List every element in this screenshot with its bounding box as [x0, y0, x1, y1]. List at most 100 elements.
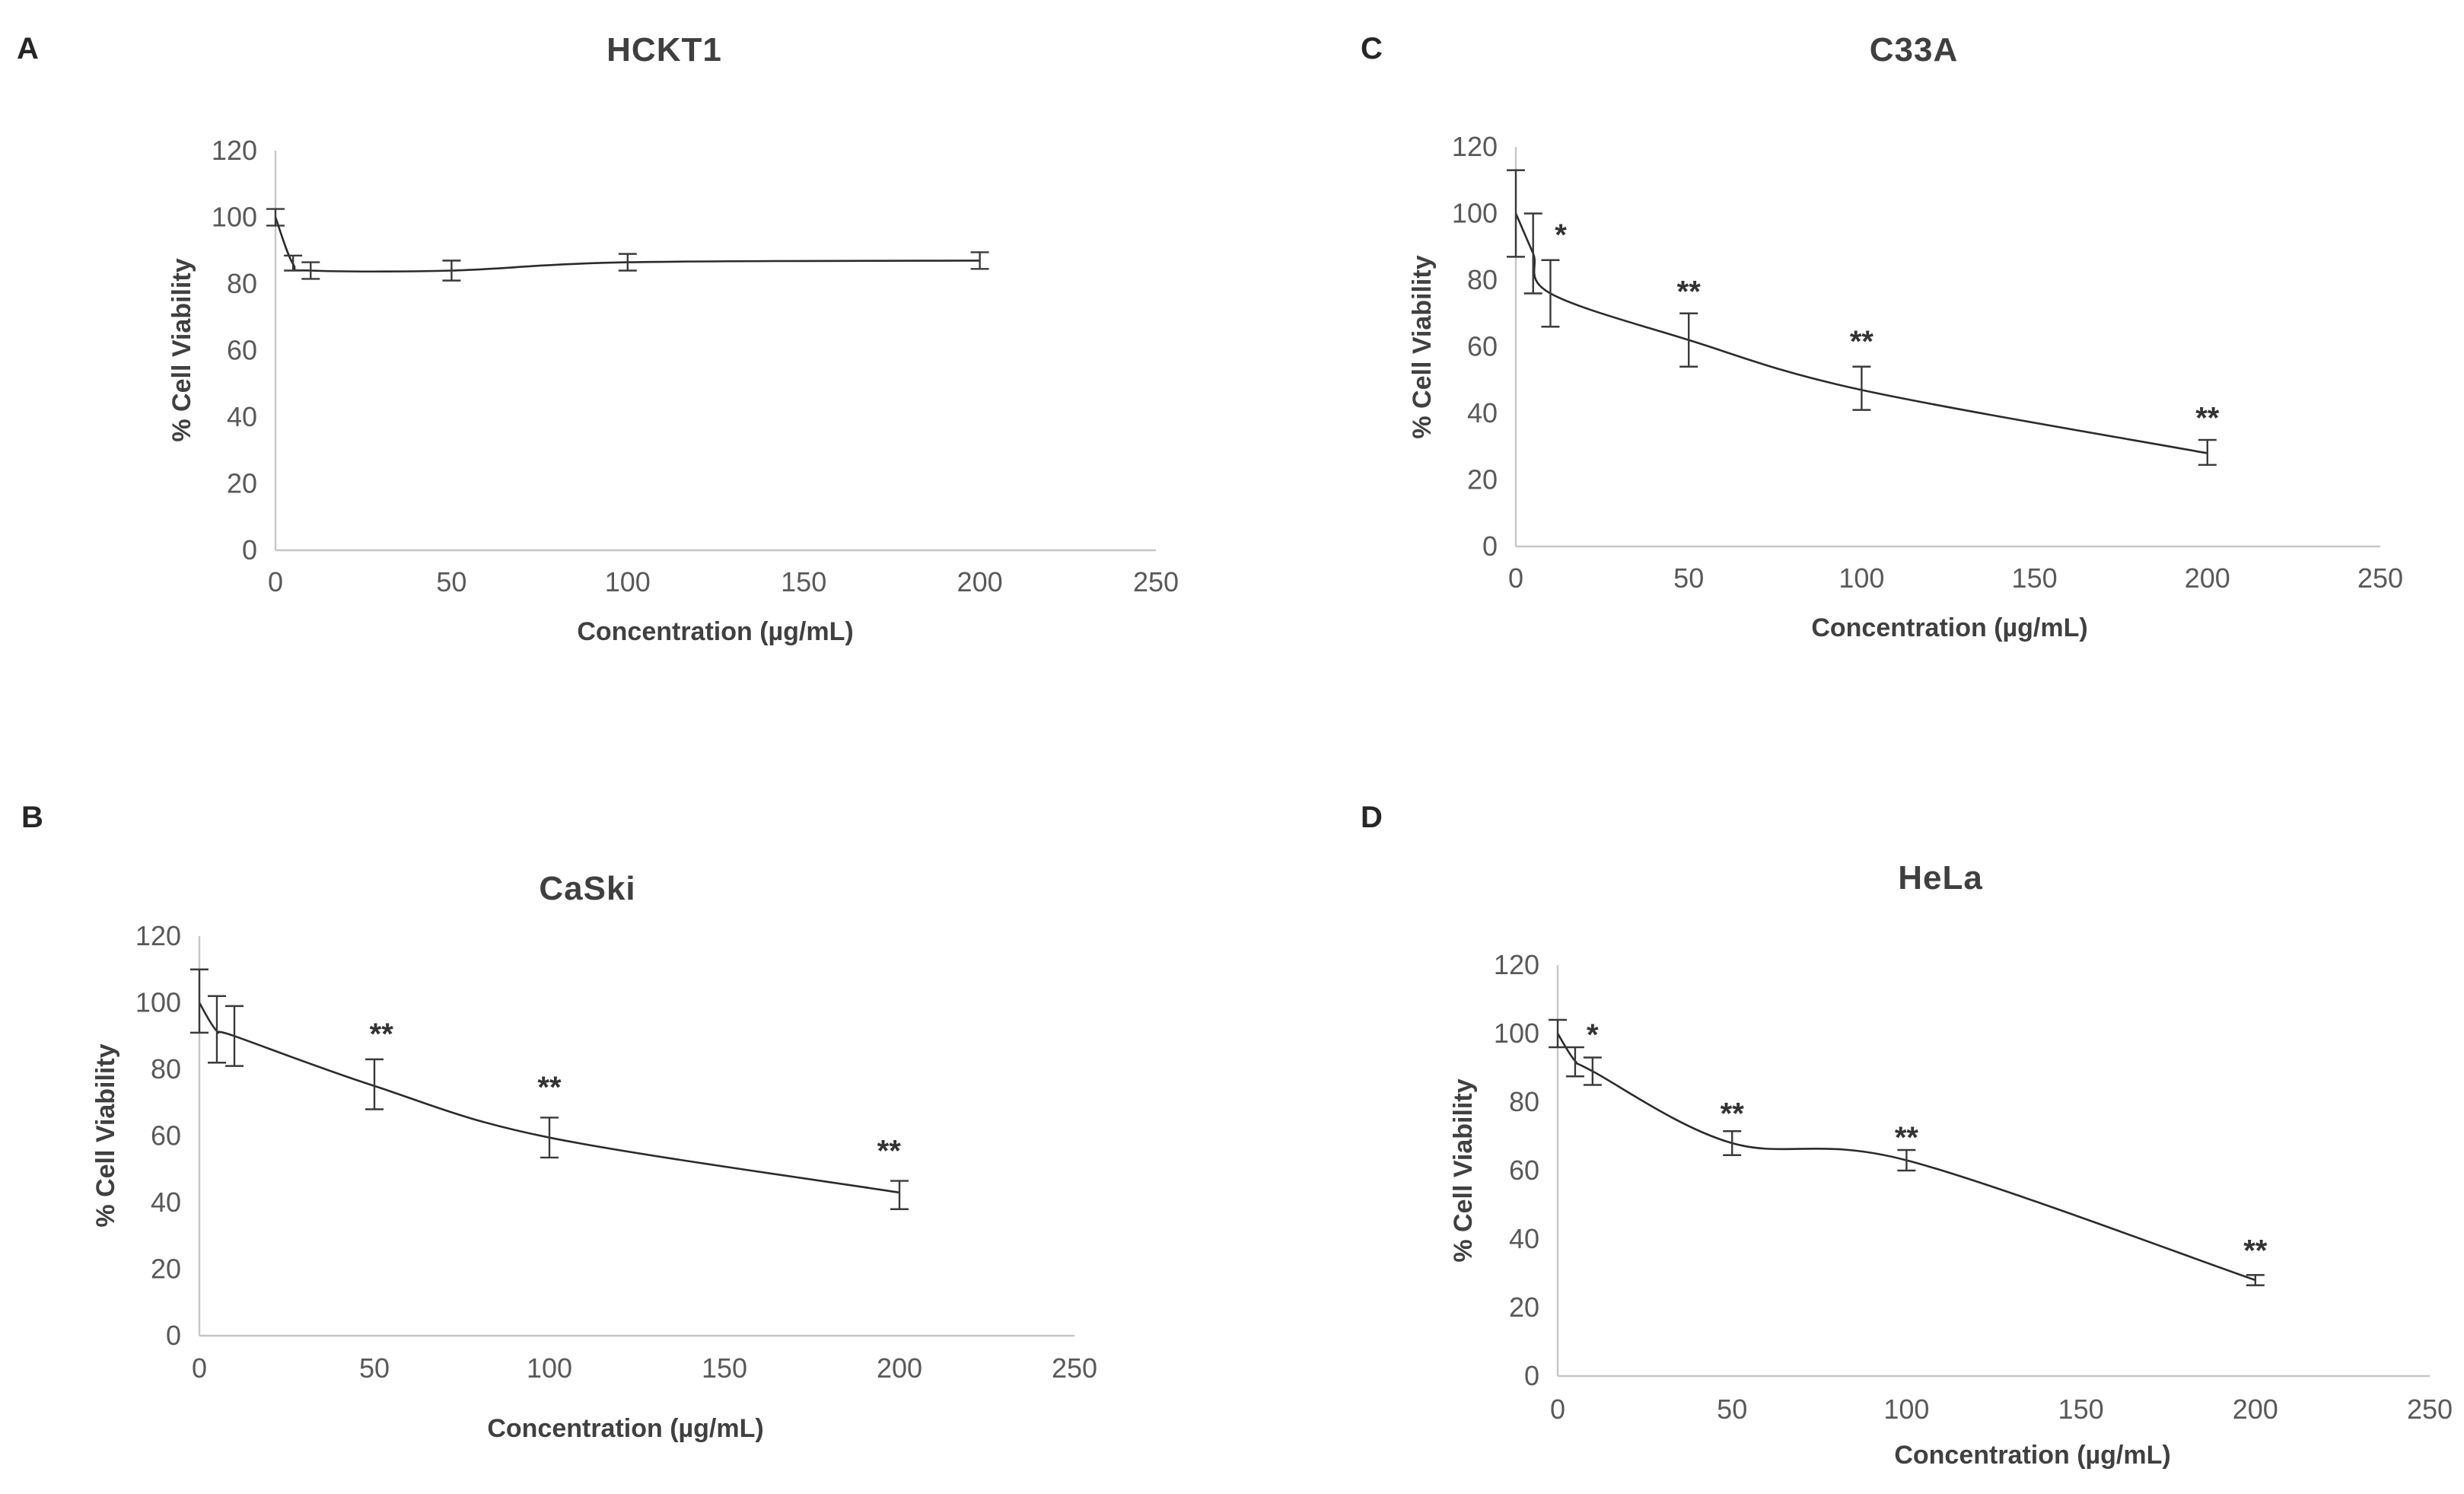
- error-bar: [2198, 438, 2217, 467]
- x-tick-label: 100: [527, 1352, 572, 1384]
- x-tick-label: 0: [1550, 1394, 1565, 1425]
- panel-d: D HeLa Concentration (µg/mL) % Cell Viab…: [1361, 801, 2453, 1470]
- series-line: [274, 217, 980, 273]
- x-tick-label: 200: [877, 1352, 922, 1384]
- chart-title-caski: CaSki: [539, 870, 635, 907]
- y-tick-label: 20: [151, 1253, 181, 1285]
- error-bar: [301, 261, 320, 280]
- error-bar: [1507, 169, 1525, 258]
- significance-marker: **: [1721, 1097, 1745, 1131]
- error-bar: [1852, 365, 1871, 411]
- y-axis-title-a: % Cell Viability: [167, 258, 196, 441]
- error-bar: [540, 1117, 559, 1159]
- x-tick-label: 0: [268, 566, 283, 597]
- x-tick-label: 250: [1052, 1352, 1097, 1384]
- x-tick-label: 250: [2407, 1394, 2453, 1425]
- series-line: [1514, 212, 2208, 454]
- plot-area-a: 0 20 40 60 80 100 120 0 50 100 150 200 250: [212, 135, 1179, 597]
- x-axis-title-b: Concentration (µg/mL): [487, 1414, 763, 1443]
- x-tick-label: 150: [702, 1352, 747, 1384]
- y-tick-label: 20: [1509, 1292, 1539, 1323]
- y-tick-label: 60: [227, 335, 257, 366]
- y-tick-label: 40: [1467, 397, 1498, 428]
- y-tick-label: 120: [135, 920, 181, 951]
- y-tick-label: 0: [1482, 530, 1498, 562]
- x-tick-label: 250: [1133, 566, 1179, 597]
- error-bar: [208, 995, 226, 1064]
- error-bar: [1541, 259, 1560, 328]
- y-tick-label: 0: [1524, 1360, 1539, 1391]
- panel-b: B CaSki Concentration (µg/mL) % Cell Via…: [21, 801, 1097, 1443]
- y-axis-title-c: % Cell Viability: [1408, 255, 1437, 438]
- y-tick-label: 120: [212, 135, 257, 166]
- significance-marker: **: [1677, 275, 1702, 308]
- series-line: [1556, 1033, 2256, 1282]
- x-tick-label: 250: [2357, 562, 2403, 594]
- y-tick-label: 80: [151, 1053, 181, 1085]
- significance-marker: **: [1895, 1121, 1919, 1155]
- chart-title-hckt1: HCKT1: [606, 31, 722, 68]
- y-tick-label: 120: [1452, 131, 1498, 162]
- error-bar: [1549, 1018, 1567, 1049]
- significance-marker: *: [1587, 1018, 1599, 1052]
- y-tick-label: 60: [151, 1120, 181, 1152]
- x-axis-title-d: Concentration (µg/mL): [1894, 1441, 2170, 1470]
- error-bar: [365, 1058, 384, 1110]
- panel-letter-a: A: [17, 32, 39, 65]
- y-tick-label: 60: [1467, 331, 1498, 362]
- y-tick-label: 40: [227, 401, 257, 432]
- error-bar: [190, 968, 209, 1034]
- x-tick-label: 100: [1838, 562, 1884, 594]
- panel-c: C C33A Concentration (µg/mL) % Cell Viab…: [1361, 31, 2403, 642]
- chart-title-hela: HeLa: [1898, 859, 1983, 897]
- y-tick-label: 100: [1494, 1018, 1539, 1049]
- panel-a: A HCKT1 Concentration (µg/mL) % Cell Via…: [17, 31, 1179, 646]
- x-tick-label: 0: [1508, 562, 1523, 594]
- y-tick-label: 40: [151, 1187, 181, 1218]
- y-axis-title-b: % Cell Viability: [91, 1043, 120, 1227]
- error-bar: [284, 254, 303, 272]
- panel-letter-d: D: [1361, 801, 1383, 834]
- error-bar: [890, 1180, 909, 1210]
- y-tick-label: 80: [1509, 1086, 1539, 1117]
- chart-title-c33a: C33A: [1870, 31, 1959, 68]
- y-tick-label: 20: [1467, 464, 1498, 495]
- y-tick-label: 80: [1467, 264, 1498, 295]
- significance-marker: *: [1555, 218, 1567, 252]
- series-line: [198, 1002, 900, 1194]
- error-bar: [1897, 1148, 1916, 1172]
- error-bar: [266, 208, 285, 227]
- y-tick-label: 0: [242, 534, 257, 565]
- x-tick-label: 200: [957, 566, 1003, 597]
- error-bar: [225, 1005, 244, 1067]
- x-tick-label: 200: [2185, 562, 2230, 594]
- error-bar: [970, 251, 989, 270]
- significance-marker: **: [2195, 402, 2220, 435]
- x-tick-label: 50: [436, 566, 466, 597]
- x-tick-label: 50: [1673, 562, 1704, 594]
- panel-letter-c: C: [1361, 32, 1383, 65]
- significance-marker: **: [2243, 1234, 2268, 1268]
- y-tick-label: 100: [135, 987, 181, 1018]
- significance-marker: **: [877, 1134, 902, 1167]
- error-bar: [1679, 312, 1698, 368]
- y-tick-label: 40: [1509, 1223, 1539, 1254]
- error-bar: [2246, 1274, 2265, 1286]
- error-bar: [1583, 1056, 1602, 1086]
- y-axis-title-d: % Cell Viability: [1449, 1078, 1478, 1262]
- significance-marker: **: [1850, 325, 1874, 358]
- significance-marker: **: [370, 1018, 394, 1051]
- error-bar: [1523, 212, 1542, 295]
- panel-letter-b: B: [21, 801, 43, 834]
- x-tick-label: 100: [1883, 1394, 1929, 1425]
- x-tick-label: 50: [1717, 1394, 1747, 1425]
- x-axis-title-a: Concentration (µg/mL): [577, 617, 853, 646]
- x-axis-title-c: Concentration (µg/mL): [1811, 613, 2087, 642]
- y-tick-label: 0: [166, 1320, 181, 1351]
- x-tick-label: 150: [2058, 1394, 2104, 1425]
- x-tick-label: 100: [605, 566, 651, 597]
